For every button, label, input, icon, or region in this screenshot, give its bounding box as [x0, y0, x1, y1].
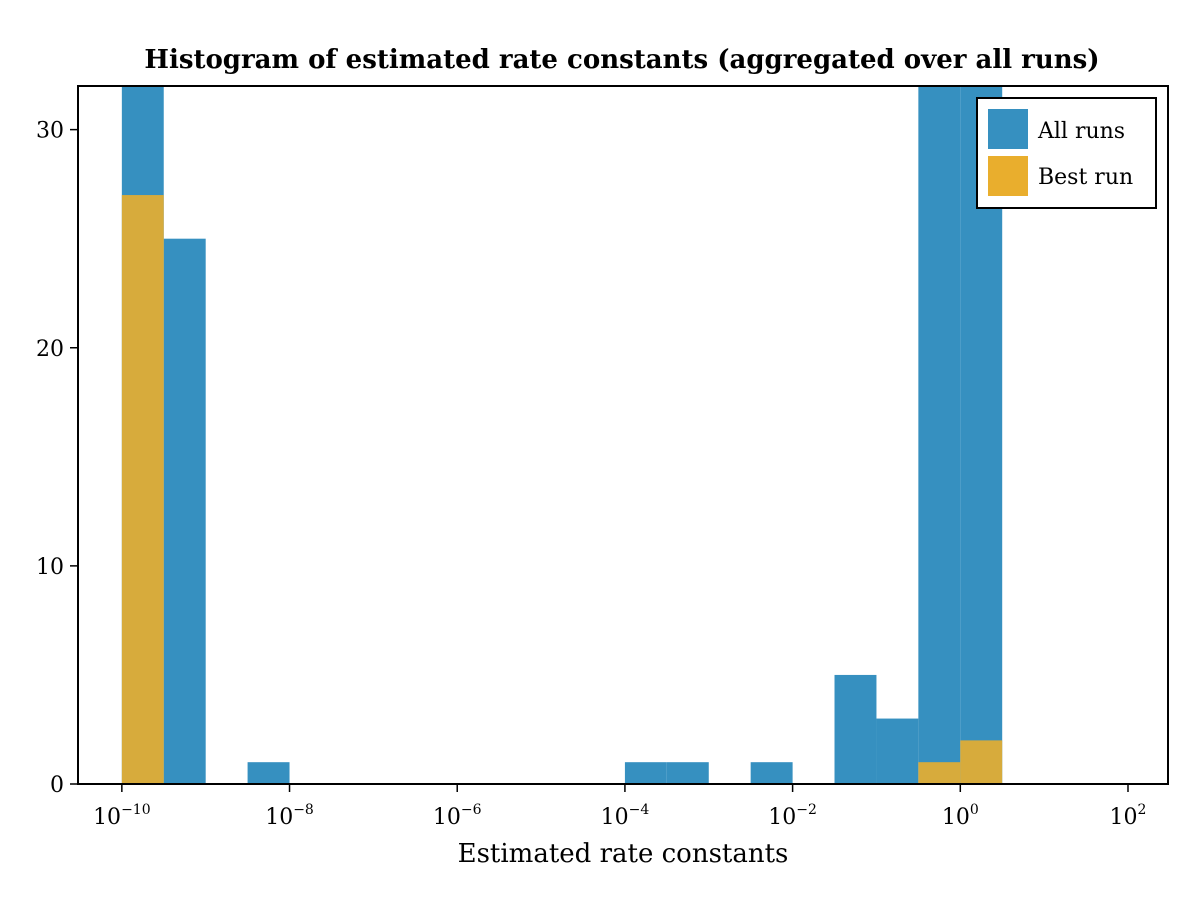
legend-swatch-all-runs — [988, 109, 1028, 149]
x-tick-label-6: 102 — [1110, 802, 1147, 830]
bar-all-runs-8 — [918, 86, 961, 784]
x-tick-label-1: 10−8 — [265, 802, 314, 830]
chart-title: Histogram of estimated rate constants (a… — [144, 45, 1099, 75]
bar-all-runs-4 — [666, 762, 709, 784]
bar-all-runs-6 — [834, 674, 877, 784]
y-tick-label-3: 30 — [36, 119, 64, 144]
x-tick-label-5: 100 — [942, 802, 979, 830]
plot-frame — [77, 85, 1169, 785]
bar-all-runs-3 — [624, 762, 667, 784]
y-tick-label-2: 20 — [36, 337, 64, 362]
bar-best-run-0 — [121, 195, 164, 784]
x-tick-label-4: 10−2 — [768, 802, 817, 830]
legend-swatch-best-run — [988, 156, 1028, 196]
bar-all-runs-5 — [750, 762, 793, 784]
x-axis-label: Estimated rate constants — [458, 839, 789, 869]
y-tick-label-0: 0 — [50, 773, 64, 798]
x-tick-label-2: 10−6 — [433, 802, 482, 830]
legend-label-best-run: Best run — [1038, 165, 1133, 190]
legend-label-all-runs: All runs — [1037, 119, 1125, 144]
bar-all-runs-7 — [876, 718, 919, 784]
bar-best-run-2 — [960, 740, 1003, 784]
bar-all-runs-1 — [163, 238, 206, 784]
x-axis: 10−10 10−8 10−6 10−4 10−2 100 102 — [93, 784, 1146, 830]
bar-all-runs-2 — [247, 762, 290, 784]
bars-group — [121, 86, 1003, 784]
x-tick-label-0: 10−10 — [93, 802, 151, 830]
y-tick-label-1: 10 — [36, 555, 64, 580]
bar-best-run-1 — [918, 762, 961, 784]
y-axis: 0 10 20 30 — [36, 119, 78, 798]
legend: All runs Best run — [976, 97, 1157, 209]
x-tick-label-3: 10−4 — [601, 802, 650, 830]
